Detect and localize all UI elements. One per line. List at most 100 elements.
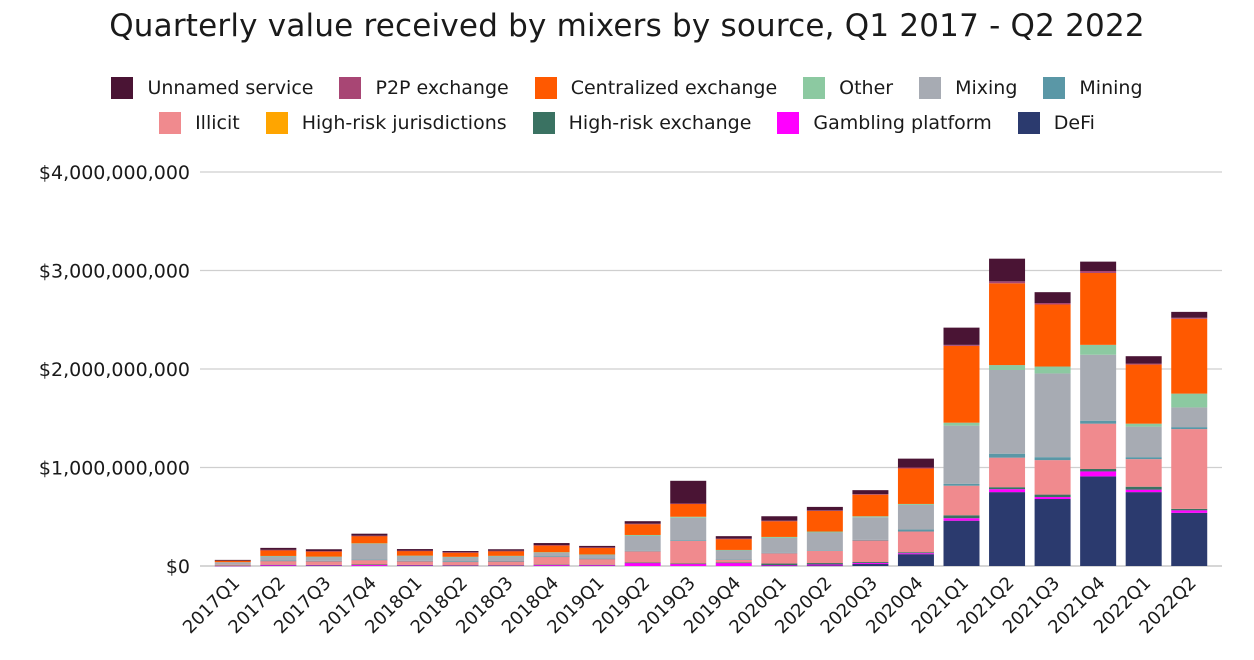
bar-centralized-exchange-2017q1 — [214, 560, 251, 563]
bar-mixing-2018q1 — [396, 555, 433, 561]
bar-defi-2020q2 — [806, 565, 843, 567]
bar-gambling-platform-2017q3 — [305, 565, 342, 566]
bar-p2p-exchange-2017q3 — [305, 551, 342, 552]
legend-label: Mixing — [955, 76, 1018, 99]
bar-illicit-2018q2 — [442, 561, 479, 566]
bar-defi-2020q1 — [761, 565, 798, 567]
bar-illicit-2017q2 — [260, 560, 297, 565]
bar-mixing-2020q4 — [897, 504, 934, 530]
bar-unnamed-service-2018q3 — [488, 549, 525, 551]
bar-unnamed-service-2022q2 — [1171, 311, 1208, 318]
bar-mining-2021q2 — [989, 453, 1026, 458]
bar-p2p-exchange-2020q3 — [852, 494, 889, 495]
legend-swatch — [1043, 76, 1066, 99]
bar-mixing-2021q4 — [1080, 354, 1117, 421]
bar-high-risk-exchange-2021q3 — [1034, 494, 1071, 498]
bar-mixing-2019q1 — [579, 554, 616, 559]
bar-centralized-exchange-2017q2 — [260, 550, 297, 556]
bar-unnamed-service-2019q3 — [670, 480, 707, 504]
bar-centralized-exchange-2022q2 — [1171, 318, 1208, 394]
bar-illicit-2021q2 — [989, 457, 1026, 488]
bar-centralized-exchange-2018q4 — [533, 545, 570, 553]
bar-defi-2021q1 — [943, 520, 980, 566]
legend-swatch — [534, 76, 557, 99]
bar-high-risk-exchange-2020q3 — [852, 562, 889, 564]
bar-p2p-exchange-2018q4 — [533, 545, 570, 546]
bar-gambling-platform-2020q1 — [761, 565, 798, 566]
bar-high-risk-exchange-2018q1 — [396, 564, 433, 566]
bar-mining-2021q3 — [1034, 457, 1071, 461]
bar-p2p-exchange-2019q3 — [670, 503, 707, 505]
legend-swatch — [803, 76, 826, 99]
bar-p2p-exchange-2022q2 — [1171, 317, 1208, 319]
bar-mining-2017q3 — [305, 560, 342, 562]
legend-swatch — [159, 111, 182, 134]
bar-illicit-2019q3 — [670, 540, 707, 564]
bar-centralized-exchange-2018q3 — [488, 550, 525, 556]
bar-p2p-exchange-2019q2 — [624, 523, 661, 525]
legend-label: DeFi — [1053, 111, 1095, 134]
y-tick-label: $3,000,000,000 — [39, 261, 190, 283]
bar-gambling-platform-2017q4 — [351, 565, 388, 566]
bar-mining-2022q1 — [1125, 457, 1162, 460]
bar-other-2017q3 — [305, 556, 342, 558]
bar-unnamed-service-2018q2 — [442, 551, 479, 553]
bar-mining-2019q2 — [624, 550, 661, 552]
bar-illicit-2019q4 — [715, 559, 752, 563]
bar-high-risk-exchange-2019q1 — [579, 564, 616, 566]
bar-other-2019q3 — [670, 516, 707, 518]
bar-high-risk-exchange-2020q2 — [806, 563, 843, 565]
bar-illicit-2018q3 — [488, 561, 525, 566]
legend-item-high-risk-exchange: High-risk exchange — [532, 111, 751, 134]
bar-illicit-2021q4 — [1080, 423, 1117, 469]
bar-centralized-exchange-2017q4 — [351, 535, 388, 544]
bar-illicit-2019q2 — [624, 551, 661, 563]
bar-illicit-2021q3 — [1034, 460, 1071, 495]
legend-item-mining: Mining — [1043, 76, 1143, 99]
bar-p2p-exchange-2018q3 — [488, 550, 525, 552]
chart-title: Quarterly value received by mixers by so… — [109, 8, 1145, 44]
bar-defi-2021q3 — [1034, 499, 1071, 566]
bar-p2p-exchange-2022q1 — [1125, 363, 1162, 365]
legend-item-illicit: Illicit — [159, 111, 240, 134]
bar-mining-2017q2 — [260, 560, 297, 562]
bar-defi-2020q3 — [852, 564, 889, 566]
bar-unnamed-service-2021q3 — [1034, 292, 1071, 303]
bar-gambling-platform-2022q2 — [1171, 510, 1208, 513]
bar-other-2018q1 — [396, 555, 433, 557]
legend-item-centralized-exchange: Centralized exchange — [534, 76, 777, 99]
bar-centralized-exchange-2021q1 — [943, 345, 980, 423]
bar-defi-2021q2 — [989, 492, 1026, 567]
legend-item-high-risk-jurisdictions: High-risk jurisdictions — [265, 111, 507, 134]
bar-mixing-2017q3 — [305, 556, 342, 561]
legend-label: High-risk jurisdictions — [301, 111, 507, 134]
bar-gambling-platform-2018q1 — [396, 565, 433, 566]
bar-mining-2021q1 — [943, 483, 980, 486]
bar-other-2021q3 — [1034, 366, 1071, 374]
bar-defi-2021q4 — [1080, 476, 1117, 566]
bar-p2p-exchange-2020q4 — [897, 467, 934, 469]
bar-high-risk-exchange-2017q2 — [260, 564, 297, 566]
legend-item-mixing: Mixing — [919, 76, 1018, 99]
legend-swatch — [265, 111, 288, 134]
bar-gambling-platform-2018q4 — [533, 565, 570, 566]
legend-row: Illicit High-risk jurisdictions High-risk … — [0, 105, 1254, 140]
legend-item-defi: DeFi — [1017, 111, 1095, 134]
legend-swatch — [1017, 111, 1040, 134]
bar-mining-2019q4 — [715, 559, 752, 560]
legend-row: Unnamed service P2P exchange Centralized e… — [0, 70, 1254, 105]
legend-item-gambling-platform: Gambling platform — [777, 111, 992, 134]
bar-defi-2020q4 — [897, 554, 934, 566]
bar-p2p-exchange-2021q1 — [943, 344, 980, 346]
legend: Unnamed service P2P exchange Centralized e… — [0, 70, 1254, 140]
bar-mining-2018q1 — [396, 560, 433, 562]
bar-centralized-exchange-2020q1 — [761, 521, 798, 537]
bar-unnamed-service-2019q4 — [715, 536, 752, 539]
bar-high-risk-exchange-2021q1 — [943, 515, 980, 519]
bar-other-2020q4 — [897, 503, 934, 505]
legend-label: Mining — [1079, 76, 1143, 99]
legend-swatch — [339, 76, 362, 99]
bar-centralized-exchange-2017q3 — [305, 551, 342, 557]
bar-unnamed-service-2017q2 — [260, 547, 297, 550]
